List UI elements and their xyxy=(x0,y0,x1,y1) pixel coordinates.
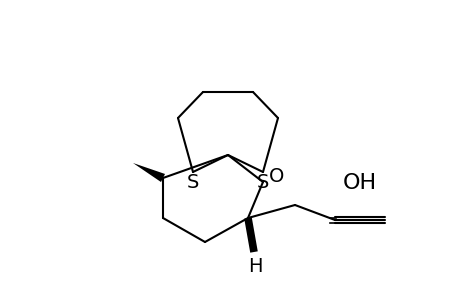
Polygon shape xyxy=(133,163,165,182)
Text: OH: OH xyxy=(342,173,376,193)
Text: H: H xyxy=(247,256,262,275)
Text: S: S xyxy=(256,172,269,191)
Text: O: O xyxy=(269,167,284,187)
Text: S: S xyxy=(186,172,199,191)
